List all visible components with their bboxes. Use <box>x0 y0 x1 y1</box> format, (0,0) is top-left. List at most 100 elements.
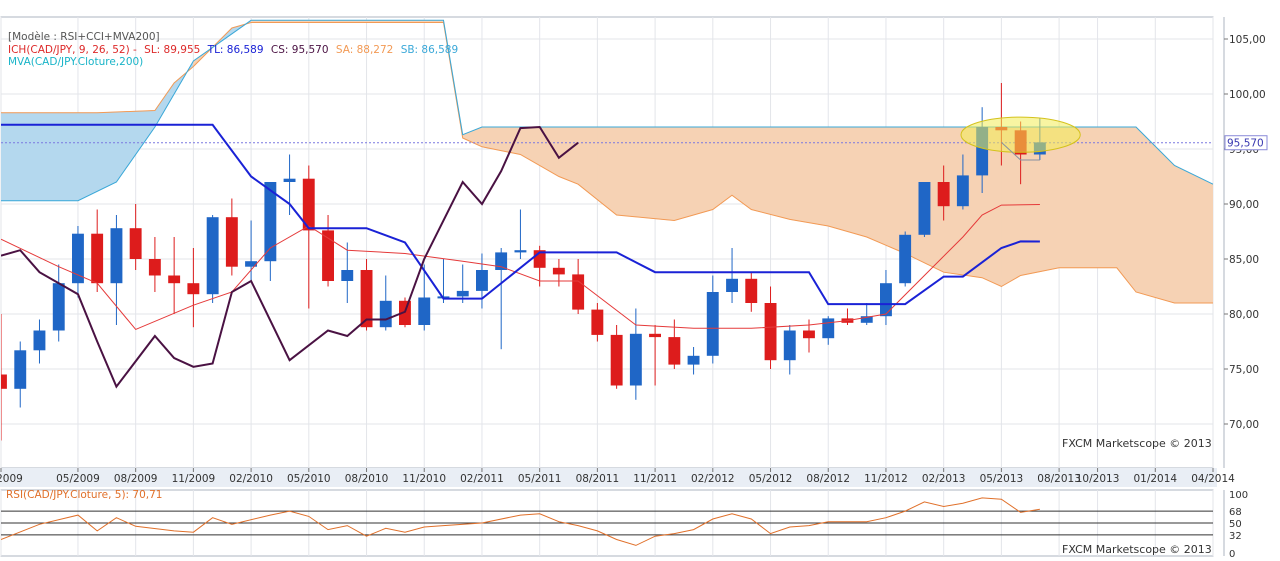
candle-body <box>803 330 815 339</box>
cloud-segment <box>1058 126 1079 269</box>
candle-body <box>629 333 642 386</box>
candle-body <box>456 290 469 297</box>
candle-body <box>726 278 738 292</box>
candle-body <box>572 274 585 310</box>
cloud-segment <box>1135 126 1156 298</box>
legend-sa: SA: 88,272 <box>335 43 394 56</box>
date-tick-label: 05/2009 <box>56 473 100 485</box>
candle-body <box>33 330 46 351</box>
ichimoku-cloud <box>1 19 1213 304</box>
date-tick-label: 08/2009 <box>114 473 158 485</box>
last-price-label: 95,570 <box>1227 138 1264 150</box>
candle-body <box>418 297 431 325</box>
cloud-segment <box>19 112 40 201</box>
legend-model: [Modèle : RSI+CCI+MVA200] <box>8 31 160 43</box>
date-axis-band <box>0 468 1217 487</box>
rsi-tick-label: 50 <box>1229 519 1242 530</box>
tenkan-sen-line <box>1 204 1040 331</box>
date-tick-label: 01/2009 <box>0 473 23 485</box>
date-tick-label: 08/2010 <box>345 473 389 485</box>
chikou-span-line <box>1 125 579 389</box>
price-tick-label: 90,00 <box>1229 199 1259 211</box>
candle-body <box>899 234 912 284</box>
candle-body <box>399 300 411 325</box>
rsi-tick-label: 68 <box>1229 507 1242 518</box>
cloud-segment <box>77 112 98 202</box>
cloud-segment <box>1193 174 1213 304</box>
date-tick-label: 02/2013 <box>922 473 966 485</box>
legend-cs: CS: 95,570 <box>270 43 329 56</box>
candle-body <box>360 270 373 328</box>
candle-body <box>72 233 84 284</box>
price-tick-label: 80,00 <box>1229 309 1259 321</box>
date-tick-label: 11/2009 <box>172 473 216 485</box>
cloud-segment <box>847 126 868 238</box>
price-tick-label: 85,00 <box>1229 254 1259 266</box>
legend-tl: TL: 86,589 <box>207 43 264 56</box>
date-tick-label: 10/2013 <box>1076 473 1120 485</box>
cloud-segment <box>1078 126 1098 269</box>
candle-body <box>129 228 142 259</box>
date-tick-label: 05/2013 <box>980 473 1024 485</box>
candle-body <box>976 127 989 176</box>
candle-body <box>937 182 950 207</box>
candle-body <box>283 178 296 182</box>
date-tick-label: 11/2011 <box>633 473 677 485</box>
candle-body <box>264 182 277 262</box>
cloud-segment <box>808 126 829 227</box>
rsi-tick-label: 32 <box>1229 531 1242 542</box>
cloud-segment <box>789 126 810 224</box>
candle-body <box>552 267 565 275</box>
candle-body <box>514 250 527 253</box>
highlight-ellipse <box>960 116 1081 153</box>
date-tick-label: 05/2012 <box>749 473 793 485</box>
candle-body <box>649 333 661 338</box>
price-tick-label: 100,00 <box>1229 89 1266 101</box>
price-tick-label: 70,00 <box>1229 419 1259 431</box>
candle-body <box>880 283 892 317</box>
candle-body <box>476 270 488 291</box>
candle-body <box>322 230 334 281</box>
rsi-tick-label: 0 <box>1229 549 1235 557</box>
date-tick-label: 02/2010 <box>229 473 273 485</box>
gray-guide-line <box>1001 142 1040 161</box>
date-tick-label: 01/2014 <box>1133 473 1177 485</box>
date-tick-label: 02/2012 <box>691 473 735 485</box>
kijun-sen-line <box>1 123 1040 306</box>
candle-body <box>91 233 104 284</box>
candle-body <box>764 303 777 361</box>
cloud-segment <box>39 112 60 201</box>
cloud-segment <box>654 126 675 221</box>
rsi-line <box>1 497 1040 546</box>
legend-ich-params: ICH(CAD/JPY, 9, 26, 52) - <box>8 43 137 56</box>
candle-body <box>956 175 969 207</box>
cloud-segment <box>1174 165 1195 304</box>
date-tick-label: 05/2010 <box>287 473 331 485</box>
candle-body <box>533 250 546 268</box>
candle-body <box>225 217 238 267</box>
candle-body <box>110 228 123 284</box>
candle-body <box>168 275 181 284</box>
cloud-segment <box>885 126 906 254</box>
candle-body <box>379 300 392 328</box>
legend: [Modèle : RSI+CCI+MVA200] ICH(CAD/JPY, 9… <box>8 31 458 69</box>
candle-body <box>860 316 873 323</box>
candle-body <box>245 261 257 267</box>
cloud-segment <box>1116 126 1137 293</box>
cloud-segment <box>693 126 714 216</box>
senkou-span-a-line <box>1 22 1213 304</box>
candle-body <box>14 350 27 389</box>
candle-body <box>668 337 681 365</box>
date-tick-label: 08/2011 <box>576 473 620 485</box>
watermark-rsi: FXCM Marketscope © 2013 <box>1062 543 1212 556</box>
candle-body <box>610 334 623 386</box>
candle-body <box>187 283 200 295</box>
candle-body <box>687 355 700 365</box>
candle-body <box>706 292 719 356</box>
cloud-segment <box>616 126 637 218</box>
candle-body <box>783 330 796 361</box>
candle-body <box>822 318 835 339</box>
candle-body <box>206 217 219 295</box>
candle-body <box>495 252 508 270</box>
